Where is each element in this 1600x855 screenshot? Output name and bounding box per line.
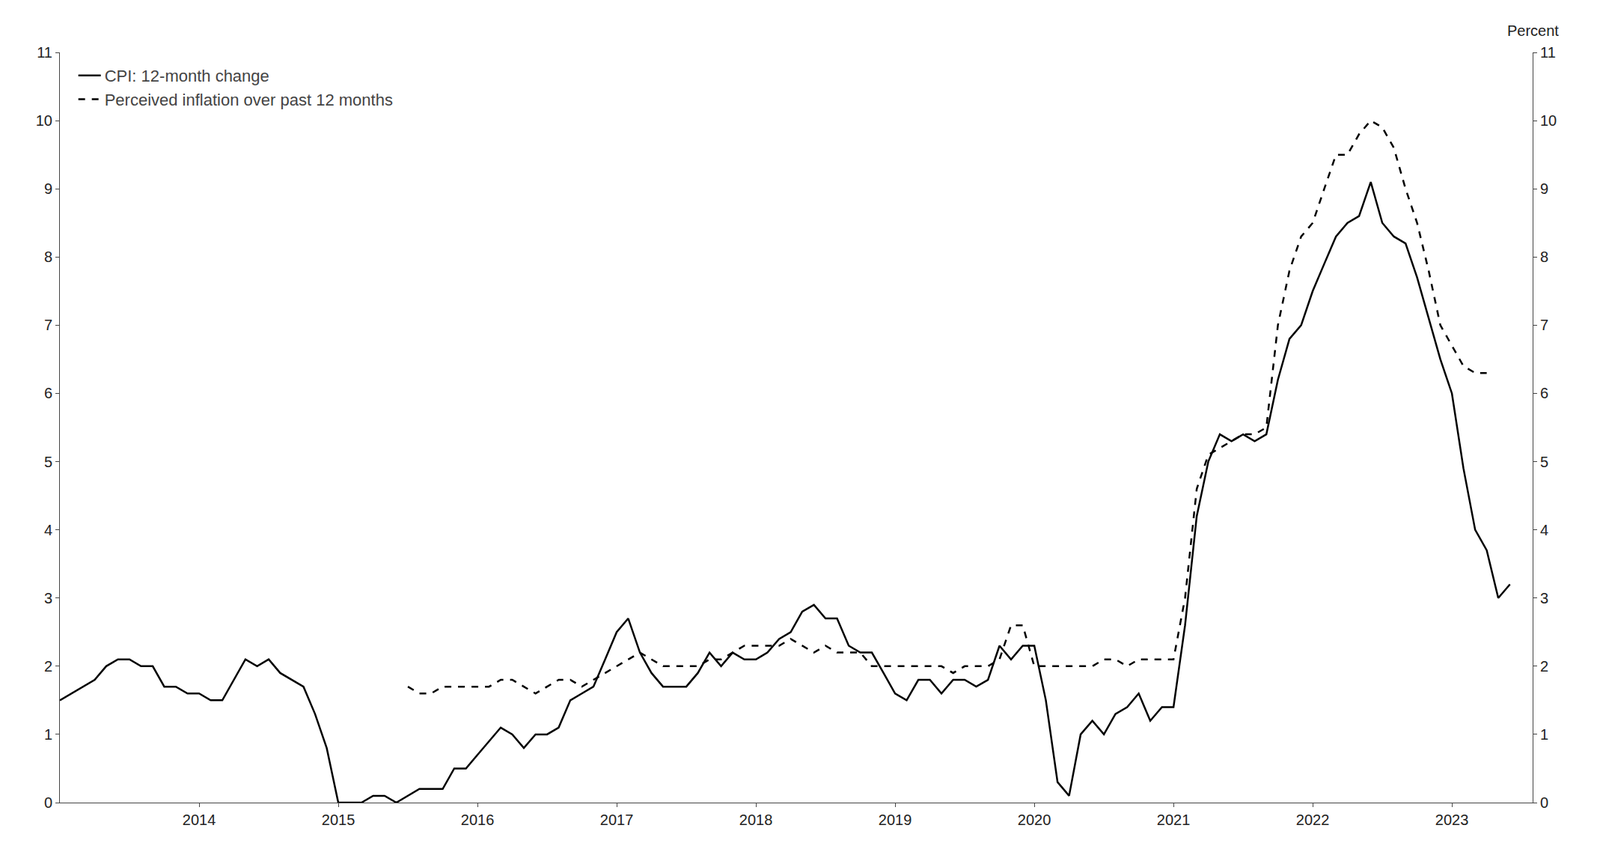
- svg-text:2023: 2023: [1435, 811, 1470, 828]
- svg-text:2021: 2021: [1156, 811, 1191, 828]
- svg-text:5: 5: [44, 453, 53, 470]
- svg-text:0: 0: [1540, 794, 1549, 811]
- svg-text:3: 3: [44, 589, 53, 607]
- svg-text:2014: 2014: [182, 811, 217, 828]
- svg-text:2: 2: [44, 657, 53, 675]
- svg-text:9: 9: [44, 180, 53, 197]
- svg-text:2020: 2020: [1017, 811, 1052, 828]
- svg-text:5: 5: [1540, 453, 1549, 470]
- svg-text:1: 1: [44, 725, 53, 743]
- svg-text:2019: 2019: [878, 811, 913, 828]
- svg-text:10: 10: [35, 112, 53, 129]
- svg-text:0: 0: [44, 794, 53, 811]
- svg-text:2016: 2016: [460, 811, 495, 828]
- svg-text:8: 8: [1540, 248, 1549, 265]
- svg-text:7: 7: [44, 316, 53, 334]
- svg-text:10: 10: [1540, 112, 1557, 129]
- svg-text:2022: 2022: [1296, 811, 1330, 828]
- svg-text:11: 11: [1540, 44, 1556, 61]
- svg-text:9: 9: [1540, 180, 1549, 197]
- svg-text:2015: 2015: [321, 811, 356, 828]
- svg-text:8: 8: [44, 248, 53, 265]
- svg-text:Percent: Percent: [1507, 22, 1559, 39]
- svg-text:2: 2: [1540, 657, 1549, 675]
- svg-text:6: 6: [44, 384, 53, 402]
- svg-text:Perceived inflation over past: Perceived inflation over past 12 months: [104, 90, 393, 110]
- svg-text:6: 6: [1540, 384, 1549, 402]
- svg-text:4: 4: [1540, 521, 1549, 539]
- svg-text:11: 11: [36, 44, 53, 61]
- svg-text:7: 7: [1540, 316, 1549, 334]
- svg-text:4: 4: [44, 521, 53, 539]
- svg-text:3: 3: [1540, 589, 1549, 607]
- svg-text:2018: 2018: [739, 811, 774, 828]
- svg-text:1: 1: [1540, 725, 1549, 743]
- svg-text:CPI: 12-month change: CPI: 12-month change: [104, 66, 270, 86]
- svg-text:2017: 2017: [600, 811, 634, 828]
